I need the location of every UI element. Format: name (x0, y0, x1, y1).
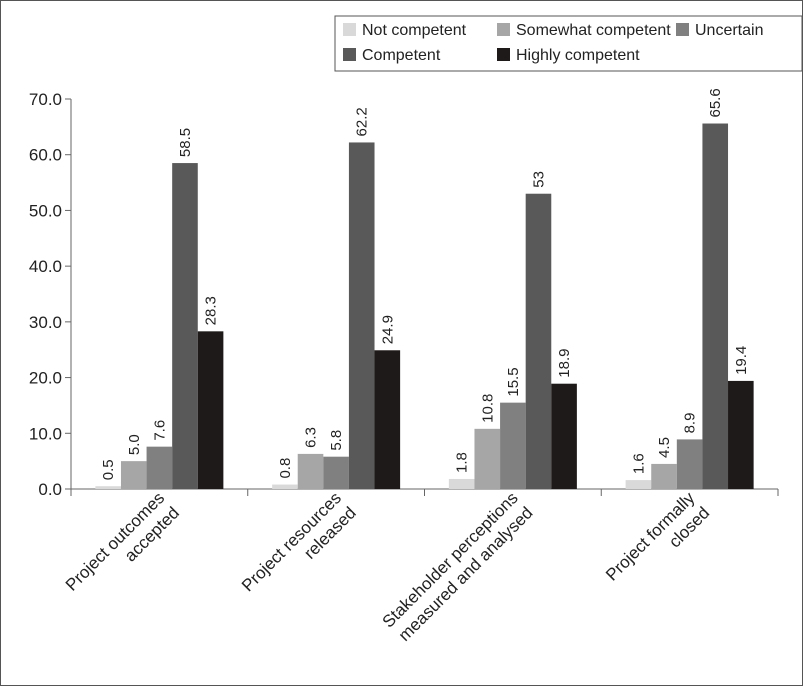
legend-item: Highly competent (497, 47, 640, 64)
data-label: 28.3 (203, 296, 220, 325)
legend-item: Uncertain (676, 22, 763, 39)
bar (120, 461, 147, 489)
y-tick-label: 50.0 (29, 201, 62, 220)
legend: Not competent Somewhat competent Uncertain… (334, 15, 803, 72)
legend-swatch (676, 23, 689, 36)
bar (272, 484, 298, 489)
bar (728, 380, 754, 489)
bar (702, 123, 729, 489)
legend-item: Competent (343, 47, 441, 64)
legend-label: Somewhat competent (516, 22, 671, 39)
bar (651, 463, 677, 489)
legend-swatch (497, 23, 510, 36)
bar (625, 480, 652, 489)
bars (95, 123, 754, 490)
data-label: 15.5 (505, 367, 522, 396)
bar (448, 478, 475, 489)
bar (525, 193, 552, 489)
bar (676, 439, 703, 489)
y-tick-label: 30.0 (29, 313, 62, 332)
data-label: 1.8 (454, 452, 471, 473)
y-tick-label: 40.0 (29, 257, 62, 276)
data-label: 6.3 (303, 427, 320, 448)
legend-swatch (343, 48, 356, 61)
legend-label: Competent (362, 47, 441, 64)
data-label: 19.4 (733, 346, 750, 375)
bar (197, 331, 224, 489)
data-label: 5.8 (328, 430, 345, 451)
data-label: 1.6 (630, 453, 647, 474)
data-label: 5.0 (126, 434, 143, 455)
data-label: 24.9 (379, 315, 396, 344)
bar (348, 142, 375, 489)
data-label: 65.6 (707, 88, 724, 117)
data-label: 0.5 (100, 459, 117, 480)
legend-swatch (497, 48, 510, 61)
legend-item: Somewhat competent (497, 22, 671, 39)
data-label: 62.2 (354, 107, 371, 136)
category-label-line: measured and analysed (395, 503, 537, 645)
bar (297, 453, 324, 489)
bar (551, 383, 577, 489)
bar (374, 350, 401, 489)
data-label: 4.5 (656, 437, 673, 458)
bar (474, 428, 501, 489)
bar (500, 402, 526, 489)
legend-swatch (343, 23, 356, 36)
legend-box (334, 15, 803, 72)
legend-item: Not competent (343, 22, 467, 39)
data-label: 0.8 (277, 458, 294, 479)
legend-label: Highly competent (516, 47, 640, 64)
bar (146, 446, 173, 489)
legend-label: Uncertain (695, 22, 763, 39)
data-label: 8.9 (682, 413, 699, 434)
data-labels: 0.5 5.0 7.6 58.5 28.3 0.8 6.3 5.8 62.2 24.9 1.8 10.… (100, 88, 750, 480)
data-label: 10.8 (479, 394, 496, 423)
y-tick-label: 0.0 (38, 480, 62, 499)
y-tick-label: 60.0 (29, 146, 62, 165)
y-tick-label: 70.0 (29, 90, 62, 109)
data-label: 58.5 (177, 128, 194, 157)
bar (172, 163, 198, 490)
data-label: 18.9 (556, 348, 573, 377)
data-label: 53 (530, 171, 547, 188)
y-tick-label: 20.0 (29, 369, 62, 388)
y-tick-label: 10.0 (29, 424, 62, 443)
bar (323, 456, 349, 489)
category-label-line: Stakeholder perceptions (379, 488, 522, 631)
bar (95, 486, 121, 489)
legend-label: Not competent (362, 22, 467, 39)
data-label: 7.6 (151, 420, 168, 441)
